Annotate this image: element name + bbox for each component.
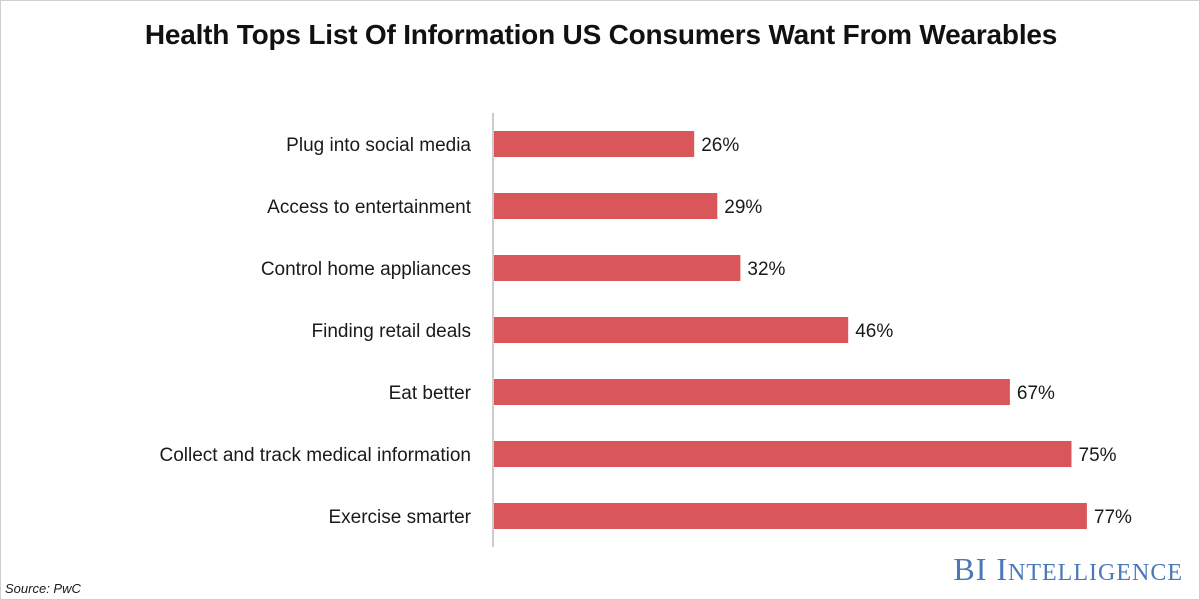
value-label: 32%	[747, 259, 785, 280]
category-label: Exercise smarter	[328, 507, 471, 528]
bar	[494, 503, 1087, 529]
brand-second-initial: I	[996, 551, 1009, 587]
source-note: Source: PwC	[5, 581, 81, 596]
value-label: 75%	[1079, 445, 1117, 466]
category-label: Eat better	[389, 383, 472, 404]
value-label: 46%	[855, 321, 893, 342]
brand-second-rest: ntelligence	[1008, 560, 1183, 586]
bi-intelligence-logo: BI Intelligence	[953, 551, 1183, 588]
bar	[494, 255, 741, 281]
category-label: Access to entertainment	[267, 197, 472, 218]
bar	[494, 193, 718, 219]
category-label: Finding retail deals	[312, 321, 471, 342]
bar	[494, 379, 1010, 405]
value-label: 67%	[1017, 383, 1055, 404]
chart-title: Health Tops List Of Information US Consu…	[144, 19, 1058, 50]
category-label: Control home appliances	[261, 259, 471, 280]
bar	[494, 131, 695, 157]
category-label: Collect and track medical information	[159, 445, 471, 466]
bar	[494, 317, 849, 343]
category-label: Plug into social media	[286, 135, 471, 156]
brand-first: BI	[953, 551, 988, 587]
bar	[494, 441, 1072, 467]
value-label: 26%	[701, 135, 739, 156]
value-label: 77%	[1094, 507, 1132, 528]
value-label: 29%	[724, 197, 762, 218]
